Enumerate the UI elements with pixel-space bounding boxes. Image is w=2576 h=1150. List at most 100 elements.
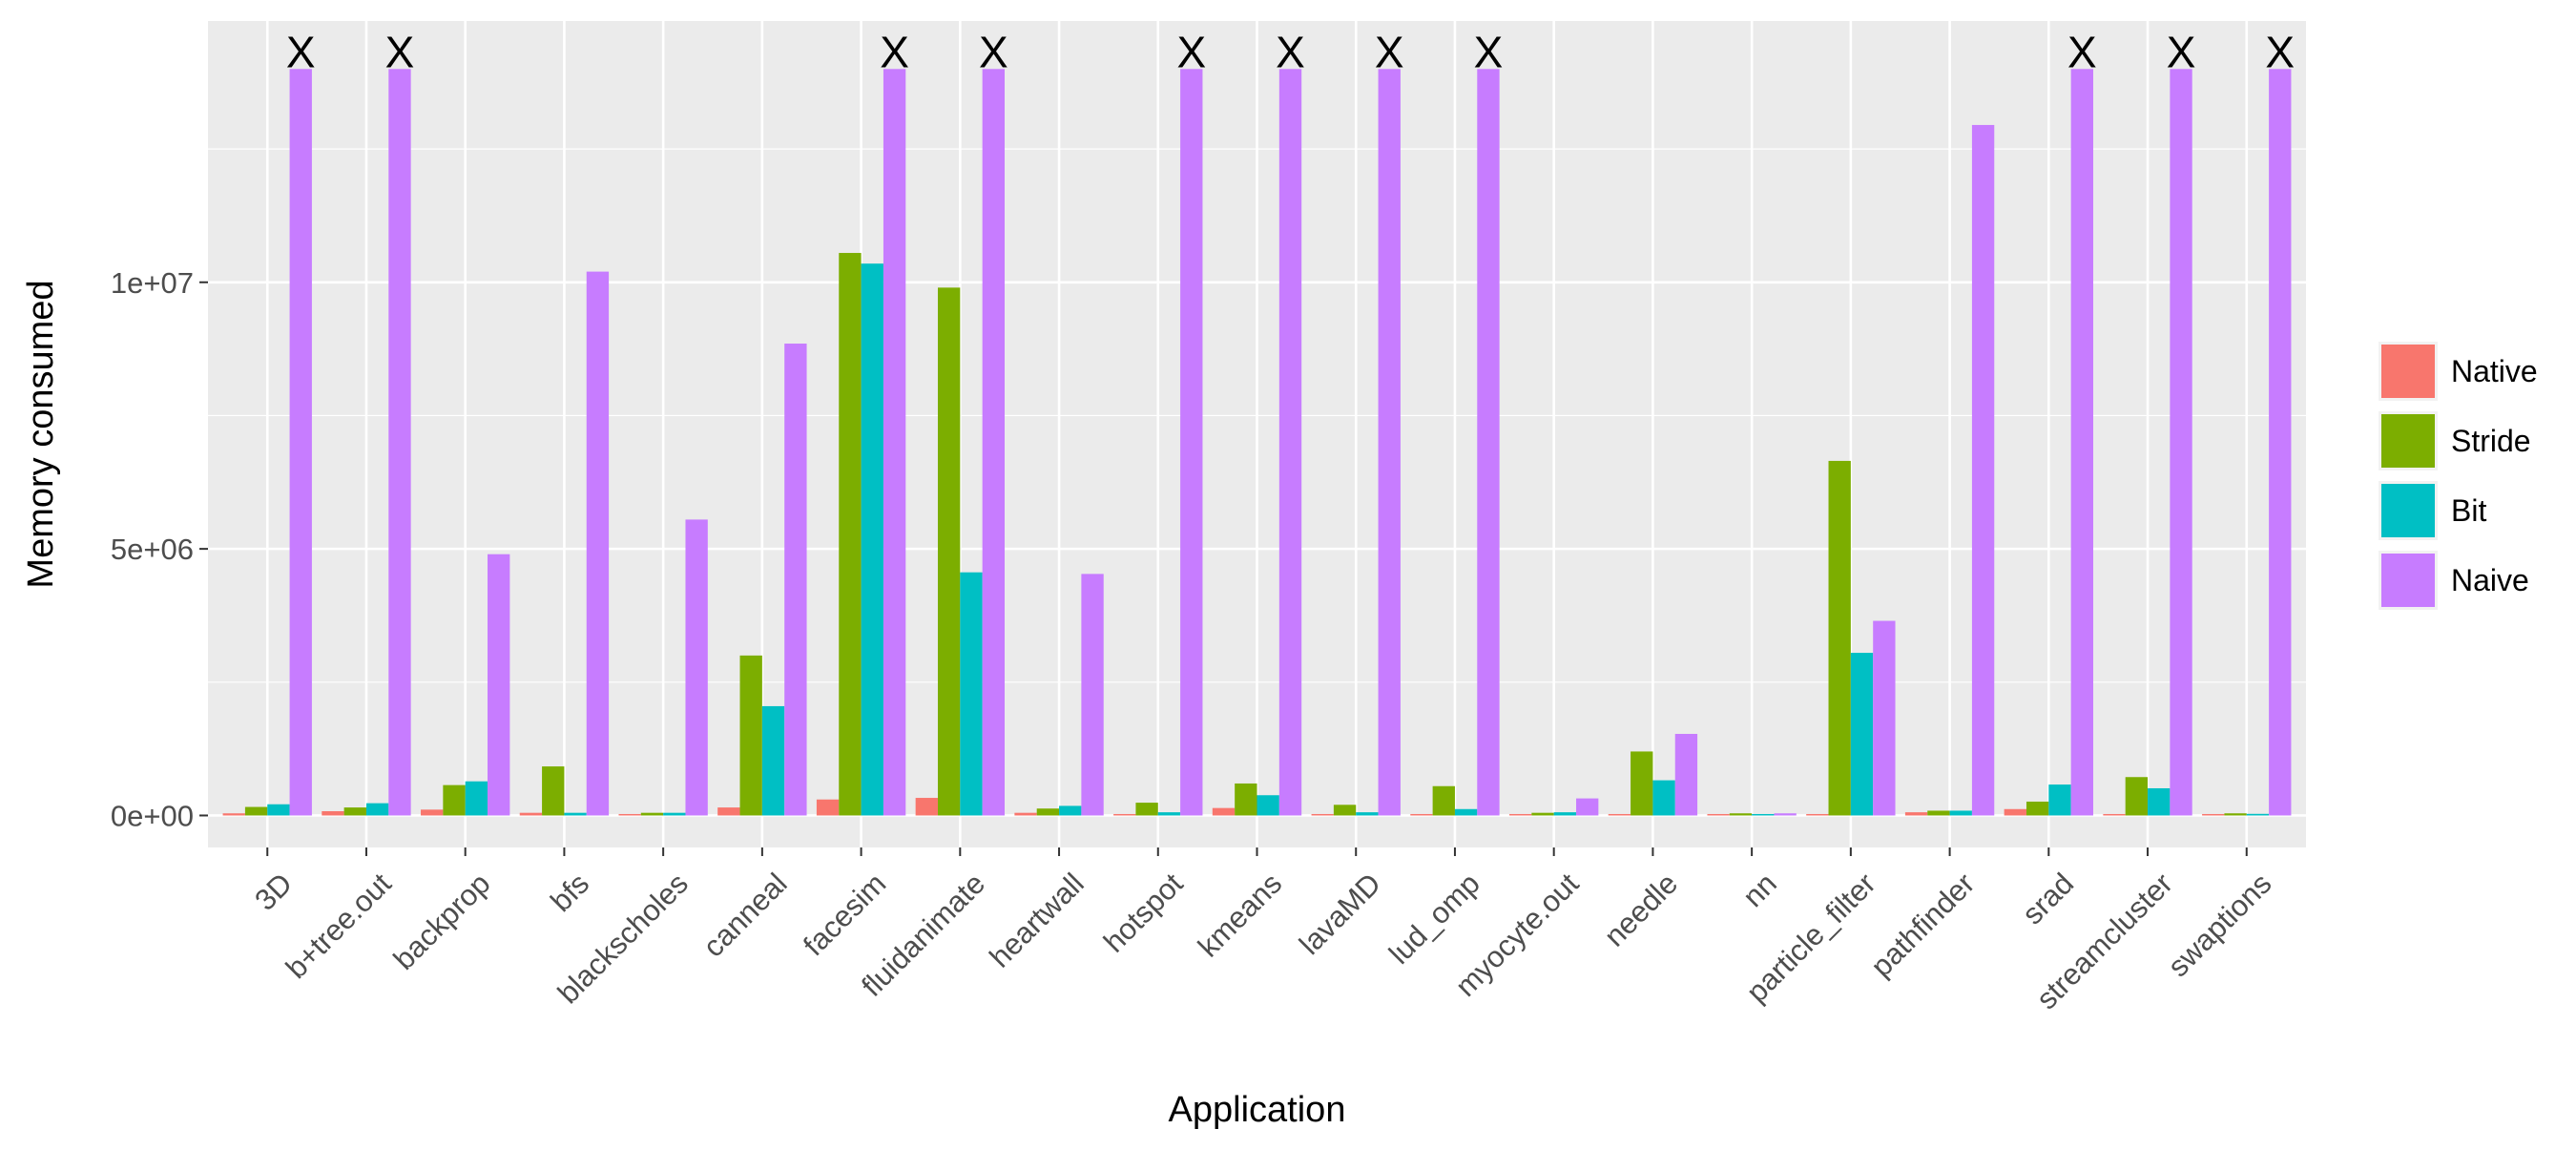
- bar-stride-fluidanimate: [937, 287, 961, 816]
- x-tick-label: canneal: [696, 867, 794, 964]
- x-marker-hotspot: X: [1176, 27, 1206, 76]
- bar-naive-myocyte-out: [1576, 798, 1599, 816]
- x-tick-label: hotspot: [1097, 867, 1190, 959]
- bar-native-needle: [1608, 813, 1631, 816]
- legend-swatch-naive: [2381, 554, 2435, 607]
- x-marker-fluidanimate: X: [979, 27, 1008, 76]
- bar-bit-srad: [2048, 784, 2071, 816]
- bar-stride-lud-omp: [1432, 785, 1455, 816]
- y-axis-title: Memory consumed: [21, 280, 61, 588]
- bar-naive-nn: [1774, 813, 1797, 816]
- bar-naive-facesim: [883, 69, 906, 816]
- bar-native-canneal: [717, 807, 740, 816]
- x-marker-streamcluster: X: [2167, 27, 2196, 76]
- x-tick-label: pathfinder: [1864, 867, 1981, 983]
- legend-label-stride: Stride: [2451, 424, 2531, 458]
- bar-native-3d: [222, 813, 245, 816]
- x-tick-label: lud_omp: [1382, 867, 1486, 971]
- bar-native-pathfinder: [1904, 812, 1928, 816]
- bar-naive-pathfinder: [1971, 124, 1995, 816]
- bar-naive-particle-filter: [1873, 620, 1896, 816]
- bar-native-fluidanimate: [915, 798, 938, 816]
- bar-stride-b-tree-out: [343, 807, 366, 816]
- bar-stride-hotspot: [1135, 803, 1158, 816]
- bar-naive-backprop: [488, 554, 510, 816]
- bar-stride-particle-filter: [1828, 460, 1851, 816]
- y-tick-label: 1e+07: [111, 266, 194, 300]
- x-tick-label: swaptions: [2161, 867, 2277, 983]
- y-tick-label: 5e+06: [111, 533, 194, 566]
- legend: Native Stride Bit Naive: [2379, 342, 2538, 610]
- bar-naive-streamcluster: [2170, 69, 2192, 816]
- bar-naive-swaptions: [2269, 69, 2292, 816]
- legend-swatch-stride: [2381, 414, 2435, 468]
- bar-bit-lavamd: [1356, 812, 1379, 816]
- x-tick-label: facesim: [797, 867, 892, 962]
- bar-bit-facesim: [861, 263, 883, 816]
- bar-native-swaptions: [2202, 813, 2225, 816]
- bar-naive-needle: [1674, 733, 1698, 816]
- bar-stride-facesim: [839, 253, 862, 816]
- bar-native-backprop: [421, 809, 444, 816]
- legend-label-naive: Naive: [2451, 563, 2529, 597]
- bar-bit-bfs: [564, 812, 587, 816]
- bar-stride-swaptions: [2224, 813, 2247, 816]
- bar-bit-3d: [267, 804, 290, 816]
- x-marker-b-tree-out: X: [385, 27, 415, 76]
- bar-naive-srad: [2070, 69, 2093, 816]
- bar-bit-backprop: [465, 781, 488, 816]
- bar-naive-bfs: [586, 271, 610, 816]
- legend-label-native: Native: [2451, 354, 2538, 388]
- bar-bit-b-tree-out: [365, 803, 389, 816]
- bar-bit-canneal: [761, 705, 785, 816]
- bar-bit-needle: [1652, 780, 1675, 816]
- x-axis-title: Application: [1169, 1090, 1346, 1130]
- bar-bit-nn: [1752, 813, 1775, 816]
- bar-stride-needle: [1631, 751, 1653, 816]
- bar-bit-myocyte-out: [1553, 812, 1577, 816]
- legend-swatch-native: [2381, 345, 2435, 398]
- bar-naive-blackscholes: [685, 519, 708, 816]
- bar-bit-fluidanimate: [960, 572, 983, 816]
- bar-native-blackscholes: [618, 813, 641, 816]
- bar-naive-fluidanimate: [982, 69, 1005, 816]
- x-marker-lud-omp: X: [1474, 27, 1504, 76]
- bar-naive-kmeans: [1278, 69, 1302, 816]
- bar-naive-b-tree-out: [388, 69, 411, 816]
- bar-bit-lud-omp: [1454, 808, 1478, 816]
- bar-bit-kmeans: [1257, 795, 1279, 816]
- bar-stride-heartwall: [1036, 808, 1060, 816]
- bar-native-bfs: [519, 812, 543, 816]
- bar-native-heartwall: [1014, 812, 1037, 816]
- y-tick-label: 0e+00: [111, 799, 194, 832]
- bar-native-kmeans: [1212, 807, 1236, 816]
- bar-stride-3d: [244, 806, 268, 816]
- bar-stride-myocyte-out: [1531, 812, 1554, 816]
- bar-native-streamcluster: [2103, 813, 2126, 816]
- x-tick-label: 3D: [248, 867, 299, 917]
- x-tick-label: needle: [1598, 867, 1685, 953]
- x-tick-label: b+tree.out: [280, 867, 398, 985]
- bar-stride-nn: [1729, 813, 1753, 816]
- bar-bit-pathfinder: [1949, 810, 1972, 816]
- y-axis: 0e+00 5e+06 1e+07: [111, 266, 208, 832]
- bar-stride-streamcluster: [2125, 777, 2149, 816]
- bar-stride-bfs: [542, 766, 565, 816]
- bar-stride-canneal: [739, 655, 762, 816]
- x-marker-kmeans: X: [1276, 27, 1305, 76]
- major-gridlines: [208, 21, 2306, 847]
- bar-bit-swaptions: [2246, 813, 2270, 816]
- x-tick-label: backprop: [387, 867, 497, 976]
- bar-native-lavamd: [1311, 813, 1334, 816]
- bar-native-facesim: [816, 799, 840, 816]
- x-marker-facesim: X: [880, 27, 909, 76]
- bar-stride-srad: [2025, 801, 2049, 816]
- bar-naive-lud-omp: [1477, 69, 1500, 816]
- bar-stride-kmeans: [1235, 783, 1257, 816]
- x-tick-label: bfs: [544, 867, 595, 918]
- bar-native-particle-filter: [1806, 813, 1829, 816]
- bar-native-lud-omp: [1410, 813, 1433, 816]
